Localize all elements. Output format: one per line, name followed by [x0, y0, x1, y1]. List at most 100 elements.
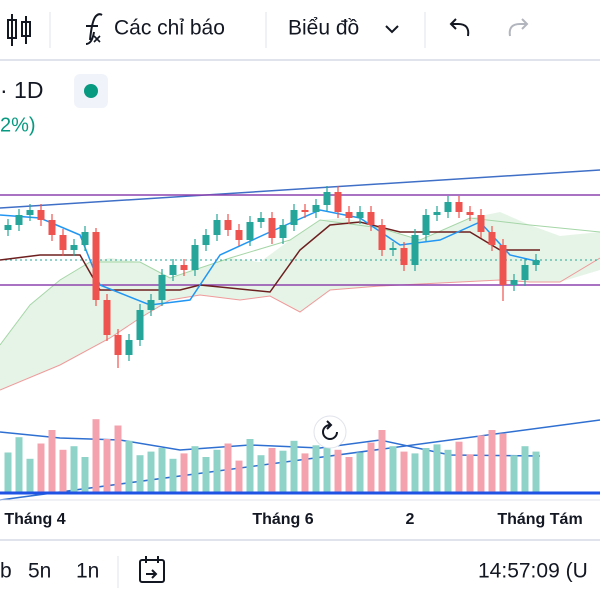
volume-bar [15, 437, 23, 493]
volume-bar [510, 455, 518, 493]
candle-body [70, 245, 78, 250]
volume-bar [81, 457, 89, 493]
x-tick-label: Tháng Tám [497, 511, 582, 528]
candle-body [290, 210, 298, 225]
volume-bar [213, 449, 221, 493]
candle-body [169, 265, 177, 275]
volume-bar [521, 446, 529, 493]
candle-body [235, 230, 243, 240]
chart-menu[interactable]: Biểu đồ [288, 17, 359, 40]
candle-icon[interactable] [7, 14, 31, 46]
candle-body [279, 225, 287, 238]
redo-button[interactable] [508, 18, 529, 37]
volume-bar [26, 458, 34, 493]
candle-body [224, 220, 232, 230]
volume-bar [532, 451, 540, 493]
candle-body [213, 220, 221, 235]
volume-bar [257, 455, 265, 493]
goto-date-icon[interactable] [139, 556, 165, 583]
x-tick-label: Tháng 6 [252, 511, 313, 528]
change: 2%) [0, 114, 36, 136]
candle-body [15, 215, 23, 225]
range-button[interactable]: 1n [76, 560, 99, 583]
volume-bar [411, 453, 419, 493]
candle-body [147, 300, 155, 310]
volume-bar [4, 452, 12, 493]
volume-bar [389, 446, 397, 493]
candle-body [455, 202, 463, 212]
clock: 14:57:09 (U [478, 560, 588, 583]
volume-bar [180, 453, 188, 493]
volume-bar [224, 443, 232, 493]
fx-icon[interactable] [85, 13, 103, 45]
fx-icon-x [93, 35, 101, 43]
candle-body [378, 225, 386, 250]
trend-line [0, 169, 600, 209]
volume-bar [125, 440, 133, 493]
candle-body [158, 275, 166, 300]
candle-body [466, 212, 474, 215]
volume-bar [59, 449, 67, 493]
candle-body [301, 210, 309, 212]
candle-body [37, 210, 45, 220]
candle-body [499, 245, 507, 285]
candle-body [323, 192, 331, 205]
volume-bar [70, 446, 78, 493]
volume-bar [191, 446, 199, 493]
volume-bar [444, 449, 452, 493]
candle-body [103, 300, 111, 335]
candle-body [510, 280, 518, 285]
volume-bar [290, 440, 298, 493]
volume-bar [323, 437, 331, 493]
candle-body [532, 260, 540, 265]
volume-bar [301, 453, 309, 493]
indicators-button[interactable]: Các chỉ báo [114, 17, 225, 40]
volume-bar [114, 425, 122, 493]
range-button[interactable]: 5n [28, 560, 51, 583]
candle-body [444, 202, 452, 212]
candle-body [26, 210, 34, 215]
candle-body [81, 232, 89, 245]
volume-bar [488, 430, 496, 493]
range-button[interactable]: b [0, 560, 12, 583]
volume-bar [477, 435, 485, 493]
volume-bar [466, 454, 474, 493]
undo-button[interactable] [449, 18, 470, 37]
reset-button[interactable] [313, 415, 347, 449]
volume-bar [246, 439, 254, 493]
volume-bar [147, 451, 155, 493]
candle-body [488, 232, 496, 245]
candle-body [334, 192, 342, 212]
volume-bar [279, 450, 287, 493]
candle-body [433, 212, 441, 215]
volume-bar [136, 455, 144, 493]
volume-bar [433, 444, 441, 493]
volume-bar [312, 445, 320, 493]
candle-body [59, 235, 67, 250]
volume-bar [158, 448, 166, 493]
volume-bar [37, 443, 45, 493]
candle-body [136, 310, 144, 340]
volume-bar [367, 442, 375, 493]
span-b [0, 257, 600, 391]
status-dot [84, 84, 98, 98]
x-tick-label: Tháng 4 [4, 511, 65, 528]
volume-bar [356, 452, 364, 493]
candle-body [257, 218, 265, 222]
volume-bar [345, 457, 353, 493]
candle-body [389, 248, 397, 250]
candle-body [191, 245, 199, 270]
volume-bar [169, 458, 177, 493]
volume-trend [0, 419, 600, 501]
volume-bar [92, 419, 100, 493]
volume-bar [422, 448, 430, 493]
volume-bar [455, 441, 463, 493]
candle-body [202, 235, 210, 245]
candle-body [246, 222, 254, 240]
candle-body [411, 235, 419, 265]
candle-body [367, 212, 375, 225]
candle-body [92, 232, 100, 300]
volume-bar [235, 460, 243, 493]
candle-body [422, 215, 430, 235]
